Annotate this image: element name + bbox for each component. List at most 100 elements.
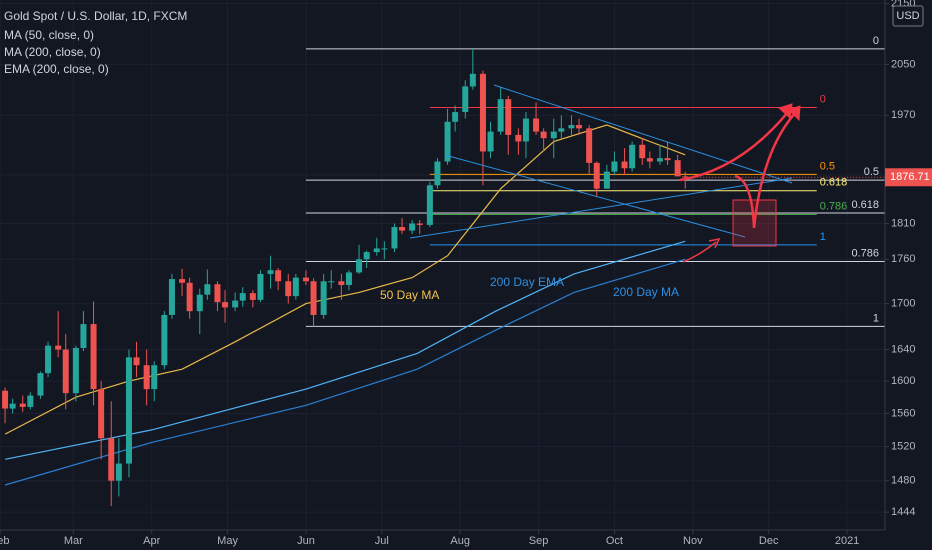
grid	[0, 0, 885, 530]
candle-body	[345, 272, 352, 285]
candle-body	[9, 403, 16, 409]
y-tick-label: 1444	[891, 506, 915, 518]
arrow-head	[708, 237, 721, 249]
candle-body	[505, 99, 512, 135]
trend-line	[493, 84, 793, 184]
x-tick-label: Aug	[450, 535, 470, 547]
trend-line	[409, 177, 793, 239]
drawings	[409, 84, 801, 263]
candle-body	[664, 158, 671, 161]
x-tick-label: Jul	[375, 535, 389, 547]
candle-body	[275, 270, 282, 282]
fib-label: 0	[873, 35, 879, 47]
candle-body	[656, 158, 663, 162]
x-tick-label: Apr	[143, 535, 160, 547]
indicator-line	[4, 124, 686, 435]
candle-body	[522, 118, 529, 142]
y-tick-label: 1560	[891, 407, 915, 419]
candle-body	[515, 134, 522, 142]
candle-body	[19, 403, 26, 407]
y-tick-label: 1700	[891, 298, 915, 310]
x-tick-label: May	[217, 535, 238, 547]
fib-label: 0	[820, 93, 826, 105]
x-tick-label: 2021	[835, 535, 859, 547]
candle-body	[452, 112, 459, 122]
arrow	[682, 241, 717, 263]
candles	[2, 48, 885, 506]
candle-body	[186, 282, 193, 312]
candle-body	[27, 395, 34, 407]
candle-body	[621, 161, 628, 169]
indicator-line	[4, 240, 686, 460]
candle-body	[72, 347, 79, 394]
fib-label: 0.786	[851, 247, 879, 259]
candle-body	[444, 121, 451, 162]
candle-body	[302, 277, 309, 282]
x-tick-label: Sep	[529, 535, 549, 547]
chart-title: Gold Spot / U.S. Dollar, 1D, FXCM	[4, 9, 187, 23]
last-price-box	[885, 168, 932, 187]
legend-entry: MA (50, close, 0)	[4, 28, 94, 42]
candle-body	[179, 279, 186, 283]
candle-body	[214, 284, 221, 303]
candle-body	[576, 125, 583, 129]
candle-body	[168, 279, 175, 315]
candle-body	[611, 161, 618, 172]
candle-body	[479, 73, 486, 152]
arrow	[679, 111, 789, 182]
candle-body	[487, 131, 494, 152]
candle-body	[586, 128, 593, 163]
arrow	[734, 111, 797, 229]
annotation: 50 Day MA	[380, 288, 439, 302]
candle-body	[267, 270, 274, 274]
candle-body	[338, 281, 345, 285]
x-tick-label: Dec	[759, 535, 779, 547]
annotation: 200 Day EMA	[490, 275, 564, 289]
price-axis	[885, 0, 932, 550]
fib-label: 1	[873, 312, 879, 324]
y-tick-label: 1810	[891, 217, 915, 229]
candle-body	[603, 171, 610, 189]
candle-body	[646, 158, 653, 162]
candle-body	[108, 438, 115, 481]
candle-body	[125, 357, 132, 464]
fib-label: 0.5	[864, 166, 879, 178]
x-tick-label: Oct	[606, 535, 623, 547]
x-tick-label: Nov	[683, 535, 703, 547]
candle-body	[257, 273, 264, 300]
candle-body	[568, 125, 575, 129]
candle-body	[222, 302, 229, 308]
currency: USD	[896, 10, 919, 22]
x-tick-label: Jun	[297, 535, 315, 547]
candle-body	[133, 357, 140, 366]
candle-body	[469, 73, 476, 87]
candle-body	[674, 160, 681, 177]
currency-box	[892, 5, 924, 27]
candle-body	[639, 144, 646, 159]
y-tick-label: 2150	[891, 0, 915, 9]
indicator-lines	[4, 124, 686, 486]
annotations: 50 Day MA 200 Day EMA 200 Day MA	[380, 275, 679, 302]
y-tick-label: 1970	[891, 109, 915, 121]
candle-body	[90, 324, 97, 390]
candle-body	[434, 161, 441, 186]
candle-body	[196, 294, 203, 312]
candle-body	[399, 227, 406, 231]
last-price: 1876.71	[890, 171, 930, 183]
candle-body	[55, 345, 62, 350]
candle-body	[232, 300, 239, 308]
candle-body	[239, 293, 246, 301]
candle-body	[37, 373, 44, 396]
candle-body	[328, 281, 335, 283]
candle-body	[363, 252, 370, 260]
legend-entry: EMA (200, close, 0)	[4, 62, 109, 76]
y-tick-label: 1640	[891, 343, 915, 355]
fib-label: 0.618	[851, 199, 879, 211]
candle-body	[533, 118, 540, 132]
candle-body	[2, 390, 9, 409]
candle-body	[151, 365, 158, 390]
fib-label: 1	[820, 231, 826, 243]
candle-body	[204, 284, 211, 295]
